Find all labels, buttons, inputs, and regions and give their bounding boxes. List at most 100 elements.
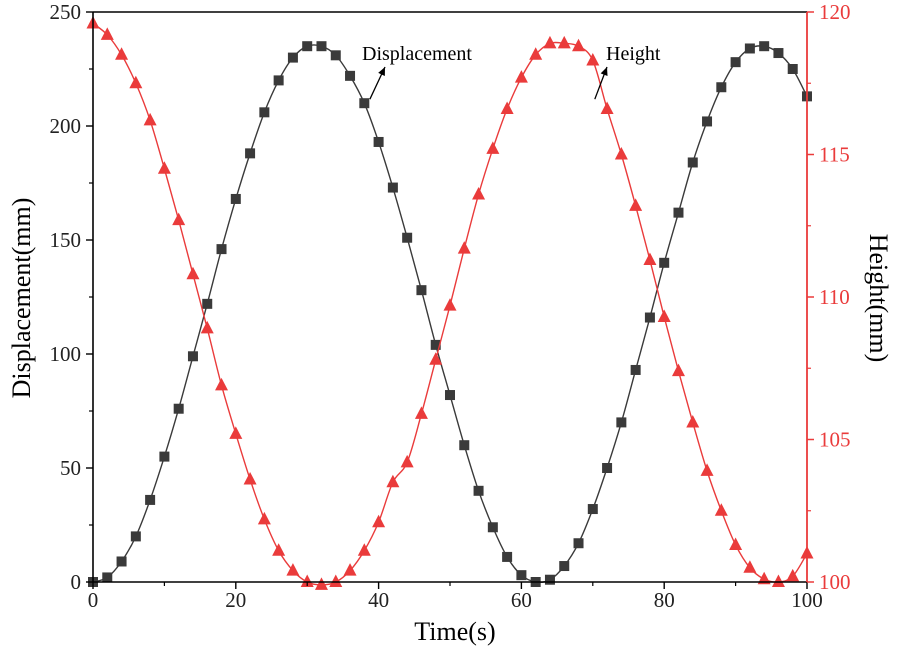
y-right-tick-label: 105 <box>819 428 851 452</box>
data-point-displacement <box>145 494 156 505</box>
series-line-displacement <box>92 44 808 584</box>
data-point-displacement <box>116 556 127 567</box>
annotations-layer: Displacement Height <box>362 43 661 100</box>
data-point-displacement <box>773 48 784 59</box>
data-point-displacement <box>416 285 427 296</box>
data-point-displacement <box>102 572 113 583</box>
data-point-height <box>572 38 586 52</box>
data-point-displacement <box>559 561 570 572</box>
data-point-height <box>257 511 271 525</box>
data-point-displacement <box>730 57 741 68</box>
data-point-displacement <box>159 451 170 462</box>
data-point-height <box>200 320 214 334</box>
data-point-displacement <box>487 522 498 533</box>
data-point-displacement <box>345 70 356 81</box>
x-axis-title: Time(s) <box>414 617 495 646</box>
data-point-height <box>529 47 543 60</box>
y-right-tick-label: 120 <box>819 0 851 24</box>
data-point-displacement <box>430 339 441 350</box>
data-point-displacement <box>373 136 384 147</box>
data-point-height <box>329 574 343 588</box>
data-point-displacement <box>644 312 655 323</box>
data-point-displacement <box>544 574 555 585</box>
data-point-height <box>771 574 785 588</box>
data-point-height <box>386 474 400 488</box>
y-left-tick-label: 100 <box>50 342 82 366</box>
y-right-tick-label: 115 <box>819 143 850 167</box>
annotation-height-arrow-head <box>600 67 608 76</box>
data-point-displacement <box>587 504 598 515</box>
data-point-displacement <box>287 52 298 63</box>
y-axis-right-title: Height(mm) <box>864 234 893 363</box>
data-point-displacement <box>230 193 241 204</box>
data-point-height <box>400 454 414 468</box>
data-point-displacement <box>459 440 470 451</box>
data-point-displacement <box>202 298 213 309</box>
data-point-displacement <box>259 107 270 118</box>
x-tick-label: 0 <box>88 588 99 612</box>
data-point-displacement <box>602 463 613 473</box>
axes-layer: 0 20 40 60 80 100 0 50 100 150 200 250 100 105 110 115 1… <box>50 0 851 612</box>
data-point-height <box>714 503 728 516</box>
annotation-displacement-arrow-head <box>378 67 385 76</box>
data-point-height <box>129 75 143 89</box>
data-point-height <box>314 577 328 590</box>
y-right-tick-label: 110 <box>819 285 850 309</box>
data-point-height <box>586 53 600 66</box>
data-point-displacement <box>245 148 256 159</box>
data-point-displacement <box>573 538 584 549</box>
data-point-height <box>186 266 200 280</box>
data-point-height <box>443 298 457 311</box>
data-point-height <box>100 27 114 40</box>
data-point-height <box>429 352 443 365</box>
x-tick-label: 40 <box>368 588 389 612</box>
data-point-height <box>143 112 157 126</box>
data-point-displacement <box>516 570 527 581</box>
y-right-tick-label: 100 <box>819 570 851 594</box>
data-point-displacement <box>302 41 313 52</box>
data-point-displacement <box>630 364 641 375</box>
data-point-displacement <box>759 41 770 52</box>
x-tick-label: 20 <box>225 588 246 612</box>
data-point-height <box>543 35 557 49</box>
data-point-height <box>643 252 657 265</box>
data-point-height <box>614 147 628 160</box>
y-left-tick-label: 250 <box>50 0 82 24</box>
data-point-height <box>743 560 757 573</box>
data-point-height <box>215 377 229 391</box>
data-point-height <box>629 198 643 211</box>
data-point-height <box>472 186 486 200</box>
annotation-displacement-label: Displacement <box>362 43 472 65</box>
x-tick-label: 100 <box>791 588 823 612</box>
data-point-displacement <box>673 207 684 218</box>
data-point-displacement <box>187 351 198 362</box>
data-point-height <box>600 101 614 114</box>
data-point-height <box>786 568 800 582</box>
data-point-height <box>457 241 471 254</box>
y-left-tick-label: 0 <box>71 570 82 594</box>
y-left-tick-label: 50 <box>60 456 81 480</box>
data-point-displacement <box>330 50 341 61</box>
data-point-height <box>300 574 314 588</box>
data-point-height <box>372 514 386 528</box>
data-point-height <box>115 47 129 60</box>
y-axis-left-title: Displacement(mm) <box>7 198 36 399</box>
data-point-displacement <box>502 551 513 562</box>
data-point-height <box>243 471 257 485</box>
data-point-height <box>272 543 286 556</box>
data-point-displacement <box>716 82 727 93</box>
data-point-displacement <box>659 257 670 268</box>
data-point-height <box>686 414 700 428</box>
data-point-height <box>514 70 528 83</box>
data-point-height <box>700 463 714 476</box>
data-point-displacement <box>787 64 798 74</box>
y-left-tick-label: 200 <box>50 114 82 138</box>
data-point-height <box>729 537 743 550</box>
data-point-height <box>172 212 186 226</box>
data-point-displacement <box>130 531 141 542</box>
data-point-height <box>657 309 671 322</box>
y-left-tick-label: 150 <box>50 228 82 252</box>
series-layer <box>86 15 814 590</box>
